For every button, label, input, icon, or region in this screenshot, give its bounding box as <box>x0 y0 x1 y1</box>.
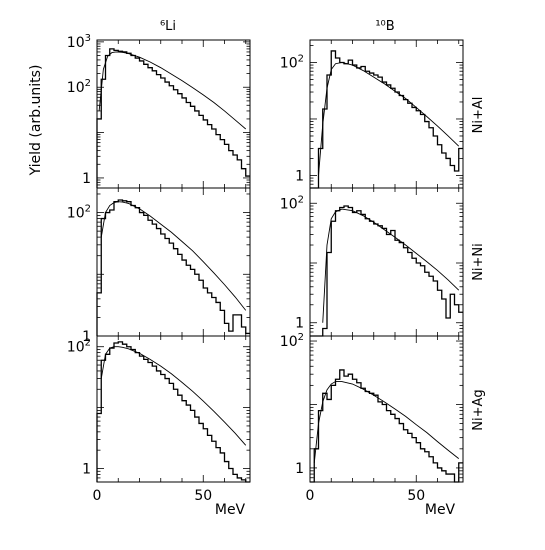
tick-label: 102 <box>280 332 304 350</box>
panel-ni-ni-li6: 102 1 <box>67 187 251 345</box>
histogram-series <box>310 369 463 483</box>
fit-curve <box>322 208 460 323</box>
panel-ni-al-b10: 102 1 <box>280 39 464 189</box>
histogram-series <box>96 341 250 483</box>
tick-label: 1 <box>82 329 91 345</box>
tick-label: 1 <box>82 171 91 187</box>
panel-ni-ag-li6: 102 10 50 <box>67 335 251 504</box>
panel-frame <box>309 335 464 483</box>
fit-curve <box>313 381 460 463</box>
tick-label: 102 <box>67 78 91 96</box>
panel-frame <box>96 187 251 337</box>
y-axis-label: Yield (arb.units) <box>28 65 44 177</box>
panel-ni-al-li6: 103 102 1 <box>67 33 251 189</box>
panel-ni-ni-b10: 102 1 <box>280 187 464 337</box>
column-title-b10: ¹⁰B <box>375 19 394 34</box>
tick-label: 50 <box>194 488 212 504</box>
column-title-li6: ⁶Li <box>160 19 176 34</box>
panel-frame <box>309 39 464 189</box>
fit-curve <box>100 346 247 446</box>
tick-label: 102 <box>67 338 91 356</box>
tick-label: 0 <box>93 488 102 504</box>
tick-label: 50 <box>407 488 425 504</box>
histogram-series <box>96 48 250 188</box>
histogram-series <box>96 199 250 336</box>
panel-frame <box>96 39 251 189</box>
tick-label: 102 <box>67 204 91 222</box>
tick-label: 1 <box>295 316 304 332</box>
tick-label: 102 <box>280 53 304 71</box>
row-label-ni-ni: Ni+Ni <box>471 243 486 281</box>
fit-curve <box>98 51 247 130</box>
row-label-ni-ag: Ni+Ag <box>471 389 486 430</box>
tick-label: 1 <box>295 168 304 184</box>
fit-curve <box>318 62 460 176</box>
panel-ni-ag-b10: 102 10 50 <box>280 332 464 504</box>
row-label-ni-al: Ni+Al <box>471 97 486 134</box>
x-axis-label-right: MeV <box>425 502 456 518</box>
tick-label: 102 <box>280 194 304 212</box>
tick-label: 1 <box>295 461 304 477</box>
tick-label: 0 <box>306 488 315 504</box>
tick-label: 103 <box>67 33 91 51</box>
panel-frame <box>309 187 464 337</box>
fit-curve <box>100 201 247 311</box>
x-axis-label-left: MeV <box>215 502 246 518</box>
panel-frame <box>96 335 251 483</box>
tick-label: 1 <box>82 461 91 477</box>
histogram-series <box>310 50 463 189</box>
histogram-series <box>310 205 463 337</box>
